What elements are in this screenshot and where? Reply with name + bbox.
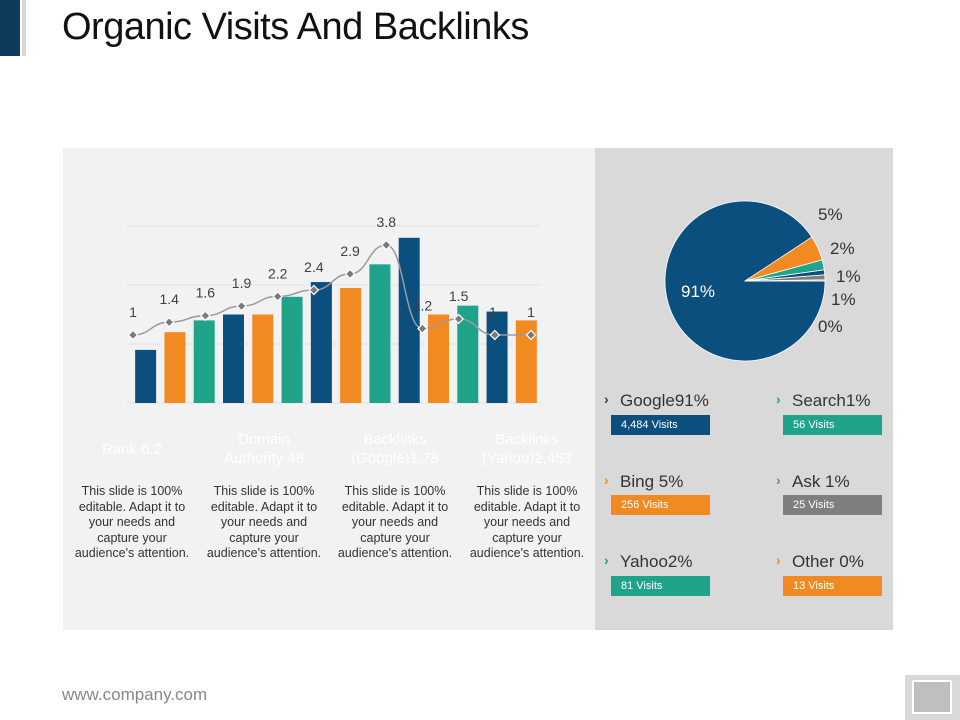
metric-label: Domain Authority 48 bbox=[223, 431, 305, 467]
pie-label-yahoo: 2% bbox=[830, 239, 855, 258]
pie-label-bing: 5% bbox=[818, 205, 843, 224]
line-marker bbox=[380, 239, 392, 251]
bar bbox=[486, 311, 508, 403]
line-data-label: 3.8 bbox=[377, 214, 397, 230]
legend-visits-bar: 13 Visits bbox=[783, 576, 882, 596]
metric-box-backlinks-google: Backlinks (Google)1,78 bbox=[331, 424, 459, 474]
line-marker bbox=[272, 291, 284, 302]
slide-title: Organic Visits And Backlinks bbox=[62, 6, 529, 48]
chevron-right-icon: › bbox=[604, 391, 609, 407]
pie-label-google: 91% bbox=[681, 282, 716, 301]
bar bbox=[457, 305, 479, 403]
accent-bar bbox=[0, 0, 20, 56]
legend-name: Other 0% bbox=[792, 552, 864, 571]
legend-name: Ask 1% bbox=[792, 472, 850, 491]
metric-box-rank: Rank 6.2 bbox=[68, 424, 196, 474]
line-data-label: 1 bbox=[129, 304, 137, 320]
pie-slice bbox=[744, 236, 823, 282]
chevron-right-icon: › bbox=[604, 472, 609, 488]
bar bbox=[369, 264, 391, 403]
metric-description: This slide is 100% editable. Adapt it to… bbox=[206, 484, 322, 560]
metric-label: Backlinks (Yahoo)2,453 bbox=[482, 431, 572, 467]
line-marker bbox=[525, 329, 537, 341]
line-marker bbox=[127, 329, 139, 341]
line-marker bbox=[417, 323, 428, 334]
pie-label-other: 0% bbox=[818, 317, 843, 336]
corner-decoration-inner bbox=[912, 680, 952, 714]
bar bbox=[515, 320, 537, 403]
accent-line bbox=[22, 0, 26, 56]
line-marker bbox=[344, 268, 356, 280]
chevron-right-icon: › bbox=[776, 391, 781, 407]
legend-name: Search1% bbox=[792, 391, 871, 410]
line-data-label: 1. bbox=[489, 304, 501, 320]
line-data-label: 1.4 bbox=[159, 291, 179, 307]
legend-visits-bar: 256 Visits bbox=[611, 495, 710, 515]
bar bbox=[398, 237, 420, 403]
line-marker bbox=[200, 310, 211, 322]
line-data-label: 1.9 bbox=[232, 275, 252, 291]
chevron-right-icon: › bbox=[776, 472, 781, 488]
metric-box-domain-authority: Domain Authority 48 bbox=[200, 424, 328, 474]
line-marker bbox=[163, 316, 175, 328]
line-data-label: 2.9 bbox=[340, 243, 360, 259]
bar bbox=[164, 332, 186, 403]
metric-description: This slide is 100% editable. Adapt it to… bbox=[74, 484, 190, 560]
line-marker bbox=[236, 300, 247, 312]
chevron-right-icon: › bbox=[776, 552, 781, 568]
pie-label-search: 1% bbox=[836, 267, 861, 286]
pie-label-ask: 1% bbox=[831, 290, 856, 309]
line-data-label: 2.2 bbox=[268, 265, 288, 281]
chevron-right-icon: › bbox=[604, 552, 609, 568]
metric-label: Rank 6.2 bbox=[101, 440, 163, 458]
bar bbox=[281, 296, 303, 403]
bar bbox=[252, 314, 274, 403]
metric-label: Backlinks (Google)1,78 bbox=[351, 431, 439, 467]
line-data-label: 1.5 bbox=[449, 288, 469, 304]
metric-description: This slide is 100% editable. Adapt it to… bbox=[337, 484, 453, 560]
metric-description: This slide is 100% editable. Adapt it to… bbox=[469, 484, 585, 560]
line-marker bbox=[489, 329, 501, 341]
bar bbox=[223, 314, 244, 403]
legend-name: Google91% bbox=[620, 391, 709, 410]
line-marker bbox=[308, 284, 320, 296]
line-data-label: 1.2 bbox=[413, 298, 433, 314]
legend-name: Bing 5% bbox=[620, 472, 684, 491]
legend-name: Yahoo2% bbox=[620, 552, 693, 571]
legend-visits-bar: 4,484 Visits bbox=[611, 415, 710, 435]
line-data-label: 1.6 bbox=[196, 285, 216, 301]
legend-visits-bar: 25 Visits bbox=[783, 495, 882, 515]
bar bbox=[340, 287, 362, 403]
legend-visits-bar: 56 Visits bbox=[783, 415, 882, 435]
legend-visits-bar: 81 Visits bbox=[611, 576, 710, 596]
bar bbox=[135, 349, 157, 403]
line-data-label: 1 bbox=[527, 304, 535, 320]
bar bbox=[193, 320, 215, 403]
metric-box-backlinks-yahoo: Backlinks (Yahoo)2,453 bbox=[463, 424, 591, 474]
bar bbox=[428, 314, 449, 403]
line-marker bbox=[453, 313, 464, 325]
footer-url[interactable]: www.company.com bbox=[62, 685, 208, 704]
line-data-label: 2.4 bbox=[304, 259, 324, 275]
bar bbox=[310, 282, 332, 403]
